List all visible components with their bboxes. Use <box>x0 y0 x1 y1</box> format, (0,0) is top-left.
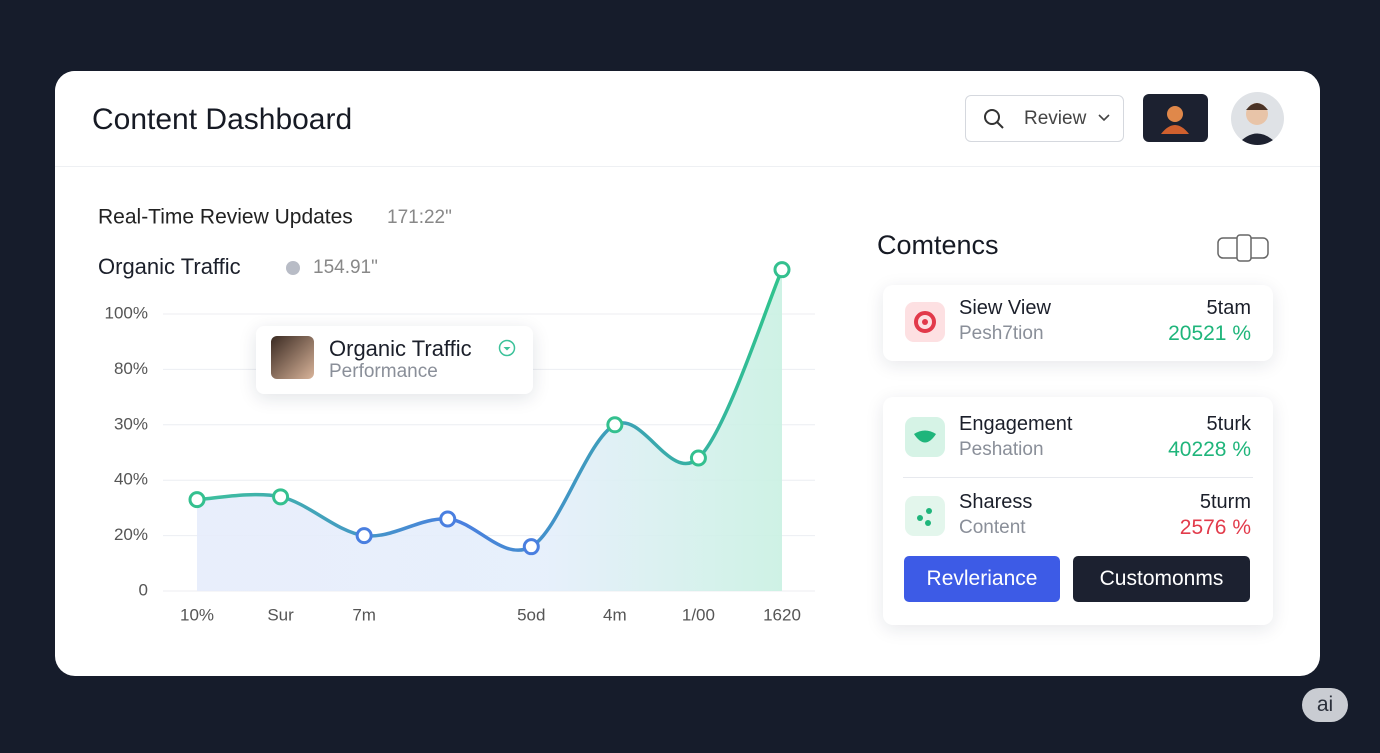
item-sub: Peshation <box>959 439 1044 460</box>
item-sub: Pesh7tion <box>959 323 1044 344</box>
avatar[interactable] <box>1231 92 1284 145</box>
page-title: Content Dashboard <box>92 103 353 136</box>
y-tick-label: 80% <box>114 359 148 378</box>
search-box[interactable]: Review <box>965 95 1124 142</box>
y-tick-label: 0 <box>139 580 148 599</box>
point <box>272 488 290 506</box>
point <box>773 261 791 279</box>
x-tick-label: Sur <box>267 605 294 624</box>
thumb-art <box>1161 106 1189 134</box>
item-tag: 5turk <box>1206 413 1251 435</box>
y-tick-label: 100% <box>105 303 148 322</box>
y-tick-label: 30% <box>114 414 148 433</box>
search-icon <box>984 109 1004 129</box>
y-tick-label: 40% <box>114 470 148 489</box>
items-card: Engagement Peshation 5turk 40228 % Share… <box>883 397 1273 625</box>
point <box>522 538 540 556</box>
legend-dot <box>286 261 300 275</box>
area <box>197 269 782 591</box>
item-card[interactable]: Siew View Pesh7tion 5tam 20521 % <box>883 285 1273 361</box>
y-tick-label: 20% <box>114 525 148 544</box>
x-tick-label: 10% <box>180 605 214 624</box>
header: Content Dashboard Review <box>55 71 1320 167</box>
x-tick-label: 7m <box>352 605 376 624</box>
x-tick-label: 5od <box>517 605 545 624</box>
point <box>439 510 457 528</box>
avatar-art <box>1237 103 1278 145</box>
tooltip-subtitle: Performance <box>329 361 438 382</box>
search-label: Review <box>1024 108 1087 129</box>
tooltip-title: Organic Traffic <box>329 336 472 361</box>
overview-heading: Real-Time Review Updates <box>98 206 353 229</box>
tooltip: Organic Traffic Performance <box>256 326 533 394</box>
item-value: 2576 % <box>1179 516 1251 539</box>
item-tag: 5tam <box>1206 297 1251 319</box>
item-icon <box>905 302 945 342</box>
item-name: Sharess <box>959 491 1033 513</box>
overview-value: 171:22" <box>387 207 452 228</box>
chevron <box>1098 114 1110 122</box>
x-tick-label: 1/00 <box>682 605 715 624</box>
item-name: Engagement <box>959 413 1073 435</box>
tooltip-image <box>271 336 314 379</box>
item-value: 20521 % <box>1168 322 1251 345</box>
secondary-button[interactable]: Customonms <box>1073 556 1250 602</box>
item-sub: Content <box>959 517 1026 538</box>
point <box>188 491 206 509</box>
point <box>689 449 707 467</box>
primary-button[interactable]: Revleriance <box>904 556 1060 602</box>
user-thumb[interactable] <box>1143 94 1208 142</box>
panel-title: Comtencs <box>877 230 999 260</box>
x-tick-label: 1620 <box>763 605 801 624</box>
item-icon <box>905 417 945 457</box>
x-tick-label: 4m <box>603 605 627 624</box>
divider <box>903 477 1253 478</box>
item-value: 40228 % <box>1168 438 1251 461</box>
chart-title: Organic Traffic <box>98 254 241 279</box>
chart-title-value: 154.91" <box>313 257 378 278</box>
plot: 0 20% 40% 30% 80% 100% 10% Sur 7m 5od 4m 1/00 1620 <box>105 261 815 624</box>
item-name: Siew View <box>959 297 1051 319</box>
item-tag: 5turm <box>1199 491 1251 513</box>
tooltip-icon <box>498 339 516 357</box>
ai-badge: ai <box>1302 688 1348 722</box>
item-icon <box>905 496 945 536</box>
point <box>606 416 624 434</box>
point <box>355 527 373 545</box>
panel-toggle[interactable] <box>1217 234 1271 262</box>
